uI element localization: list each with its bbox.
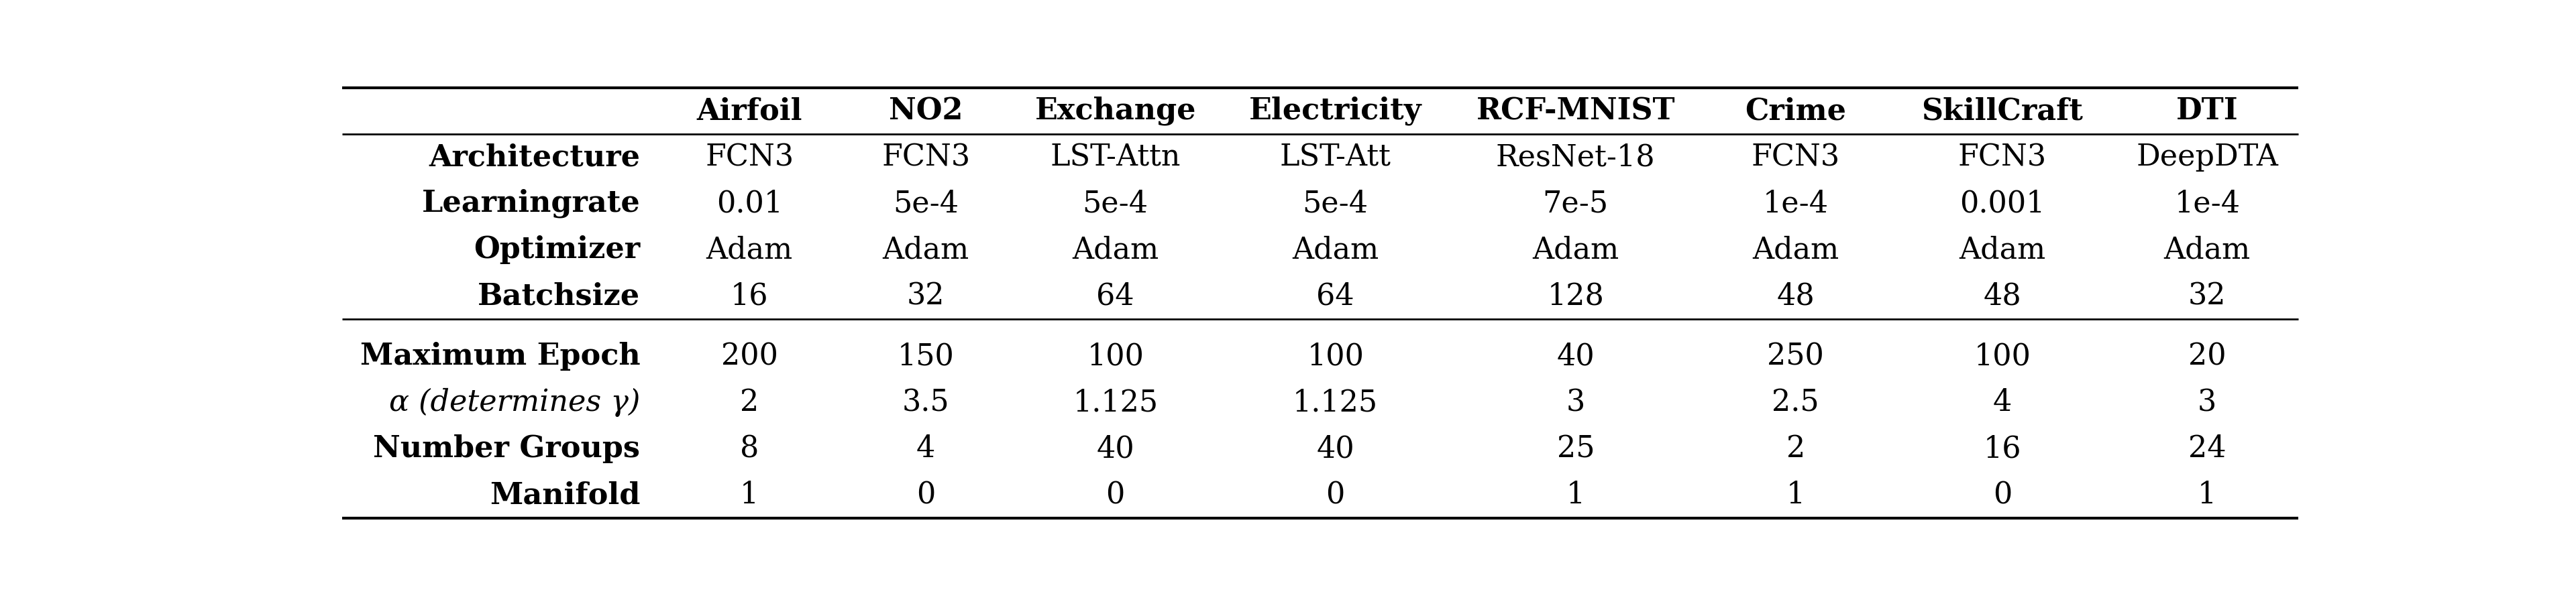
Text: 32: 32 bbox=[2187, 282, 2226, 311]
Text: ResNet-18: ResNet-18 bbox=[1497, 143, 1656, 172]
Text: 5e-4: 5e-4 bbox=[1082, 189, 1149, 218]
Text: Learningrate: Learningrate bbox=[422, 189, 641, 218]
Text: 1.125: 1.125 bbox=[1293, 388, 1378, 417]
Text: 100: 100 bbox=[1973, 342, 2030, 371]
Text: Electricity: Electricity bbox=[1249, 96, 1422, 126]
Text: 40: 40 bbox=[1556, 342, 1595, 371]
Text: 128: 128 bbox=[1548, 282, 1605, 311]
Text: Exchange: Exchange bbox=[1036, 96, 1195, 126]
Text: LST-Att: LST-Att bbox=[1280, 143, 1391, 172]
Text: 2: 2 bbox=[739, 388, 760, 417]
Text: Adam: Adam bbox=[1072, 235, 1159, 265]
Text: 3.5: 3.5 bbox=[902, 388, 951, 417]
Text: DTI: DTI bbox=[2177, 96, 2239, 125]
Text: Adam: Adam bbox=[706, 235, 793, 265]
Text: 4: 4 bbox=[1994, 388, 2012, 417]
Text: 0.001: 0.001 bbox=[1960, 189, 2045, 218]
Text: 16: 16 bbox=[1984, 435, 2022, 464]
Text: 7e-5: 7e-5 bbox=[1543, 189, 1607, 218]
Text: 100: 100 bbox=[1087, 342, 1144, 371]
Text: 200: 200 bbox=[721, 342, 778, 371]
Text: RCF-MNIST: RCF-MNIST bbox=[1476, 96, 1674, 125]
Text: Adam: Adam bbox=[1960, 235, 2045, 265]
Text: DeepDTA: DeepDTA bbox=[2136, 143, 2277, 172]
Text: 32: 32 bbox=[907, 282, 945, 311]
Text: 3: 3 bbox=[1566, 388, 1584, 417]
Text: 1: 1 bbox=[1566, 481, 1584, 510]
Text: 48: 48 bbox=[1984, 282, 2022, 311]
Text: 1e-4: 1e-4 bbox=[1762, 189, 1829, 218]
Text: 48: 48 bbox=[1777, 282, 1814, 311]
Text: 4: 4 bbox=[917, 435, 935, 464]
Text: 25: 25 bbox=[1556, 435, 1595, 464]
Text: Airfoil: Airfoil bbox=[696, 96, 801, 125]
Text: Batchsize: Batchsize bbox=[477, 282, 641, 311]
Text: 5e-4: 5e-4 bbox=[1303, 189, 1368, 218]
Text: 40: 40 bbox=[1097, 435, 1133, 464]
Text: 3: 3 bbox=[2197, 388, 2218, 417]
Text: Manifold: Manifold bbox=[489, 481, 641, 510]
Text: 5e-4: 5e-4 bbox=[894, 189, 958, 218]
Text: 1.125: 1.125 bbox=[1072, 388, 1159, 417]
Text: 8: 8 bbox=[739, 435, 760, 464]
Text: Adam: Adam bbox=[1293, 235, 1378, 265]
Text: 0: 0 bbox=[1105, 481, 1126, 510]
Text: Adam: Adam bbox=[1752, 235, 1839, 265]
Text: 24: 24 bbox=[2187, 435, 2226, 464]
Text: 100: 100 bbox=[1306, 342, 1363, 371]
Text: α (determines γ): α (determines γ) bbox=[389, 388, 641, 417]
Text: Crime: Crime bbox=[1744, 96, 1847, 125]
Text: LST-Attn: LST-Attn bbox=[1051, 143, 1180, 172]
Text: FCN3: FCN3 bbox=[1752, 143, 1839, 172]
Text: 2.5: 2.5 bbox=[1772, 388, 1819, 417]
Text: 64: 64 bbox=[1097, 282, 1133, 311]
Text: Adam: Adam bbox=[1533, 235, 1618, 265]
Text: 0: 0 bbox=[1327, 481, 1345, 510]
Text: 0.01: 0.01 bbox=[716, 189, 783, 218]
Text: Adam: Adam bbox=[2164, 235, 2251, 265]
Text: 1e-4: 1e-4 bbox=[2174, 189, 2241, 218]
Text: Number Groups: Number Groups bbox=[374, 435, 641, 464]
Text: FCN3: FCN3 bbox=[706, 143, 793, 172]
Text: FCN3: FCN3 bbox=[1958, 143, 2048, 172]
Text: 1: 1 bbox=[739, 481, 760, 510]
Text: Optimizer: Optimizer bbox=[474, 236, 641, 264]
Text: NO2: NO2 bbox=[889, 96, 963, 125]
Text: 1: 1 bbox=[2197, 481, 2218, 510]
Text: 2: 2 bbox=[1785, 435, 1806, 464]
Text: 20: 20 bbox=[2187, 342, 2226, 371]
Text: Architecture: Architecture bbox=[430, 143, 641, 172]
Text: 0: 0 bbox=[1994, 481, 2012, 510]
Text: 40: 40 bbox=[1316, 435, 1355, 464]
Text: Adam: Adam bbox=[884, 235, 969, 265]
Text: FCN3: FCN3 bbox=[881, 143, 971, 172]
Text: Maximum Epoch: Maximum Epoch bbox=[361, 342, 641, 371]
Text: 150: 150 bbox=[896, 342, 953, 371]
Text: 0: 0 bbox=[917, 481, 935, 510]
Text: SkillCraft: SkillCraft bbox=[1922, 96, 2084, 125]
Text: 1: 1 bbox=[1785, 481, 1806, 510]
Text: 250: 250 bbox=[1767, 342, 1824, 371]
Text: 64: 64 bbox=[1316, 282, 1355, 311]
Text: 16: 16 bbox=[732, 282, 768, 311]
